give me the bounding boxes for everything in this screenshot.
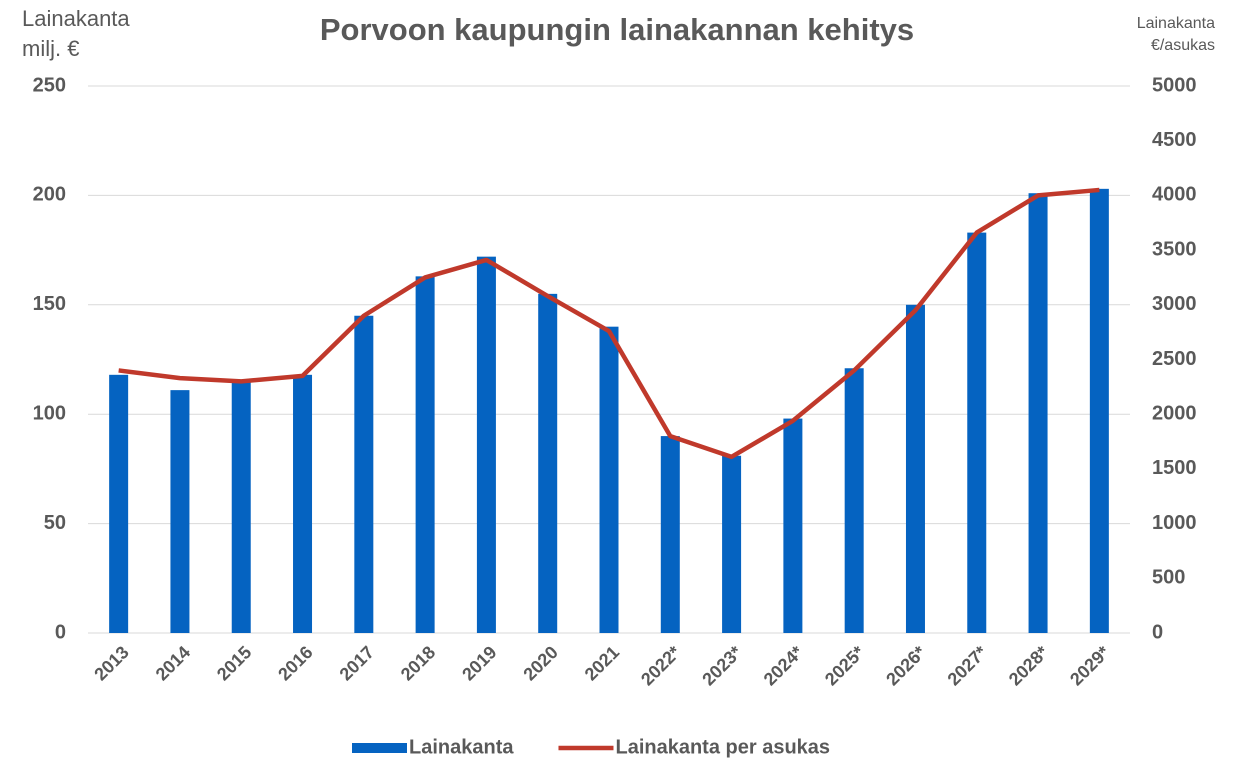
y2-tick-label: 2000 xyxy=(1152,402,1197,424)
x-tick-label: 2017 xyxy=(336,642,378,684)
y-axis-title: Lainakanta xyxy=(22,6,130,31)
bar xyxy=(599,326,619,633)
bar xyxy=(660,436,680,633)
y2-tick-label: 5000 xyxy=(1152,74,1197,96)
legend-label: Lainakanta per asukas xyxy=(615,736,830,758)
bar xyxy=(415,276,435,633)
y2-tick-label: 4000 xyxy=(1152,184,1197,206)
bar xyxy=(844,368,864,633)
x-tick-label: 2028* xyxy=(1005,642,1052,689)
x-tick-label: 2021 xyxy=(581,642,623,684)
legend-swatch xyxy=(352,743,407,753)
x-tick-label: 2015 xyxy=(213,642,255,684)
y2-tick-label: 500 xyxy=(1152,567,1185,589)
x-tick-label: 2026* xyxy=(882,642,929,689)
x-tick-label: 2029* xyxy=(1066,642,1113,689)
bar xyxy=(538,293,558,633)
bar xyxy=(109,374,129,633)
chart-title: Porvoon kaupungin lainakannan kehitys xyxy=(320,12,914,47)
y2-tick-label: 4500 xyxy=(1152,129,1197,151)
y2-tick-label: 3000 xyxy=(1152,293,1197,315)
bar xyxy=(1089,188,1109,633)
y-tick-label: 250 xyxy=(33,74,66,96)
x-tick-label: 2019 xyxy=(458,642,500,684)
x-tick-label: 2016 xyxy=(274,642,316,684)
bar xyxy=(1028,193,1048,633)
bar xyxy=(231,381,251,633)
bar xyxy=(354,315,374,633)
y2-tick-label: 0 xyxy=(1152,621,1163,643)
x-tick-label: 2018 xyxy=(397,642,439,684)
bar xyxy=(905,304,925,633)
bar xyxy=(293,374,313,633)
x-tick-label: 2013 xyxy=(90,642,132,684)
legend-label: Lainakanta xyxy=(409,736,514,758)
y-tick-label: 150 xyxy=(33,293,66,315)
x-tick-label: 2023* xyxy=(698,642,745,689)
x-tick-label: 2020 xyxy=(519,642,561,684)
y2-axis-title: Lainakanta xyxy=(1137,15,1215,32)
x-tick-label: 2027* xyxy=(944,642,991,689)
y-tick-label: 100 xyxy=(33,402,66,424)
y2-axis-title: €/asukas xyxy=(1151,37,1215,54)
y2-tick-label: 1500 xyxy=(1152,457,1197,479)
bar xyxy=(170,390,190,633)
x-tick-label: 2022* xyxy=(637,642,684,689)
x-tick-label: 2014 xyxy=(152,642,194,684)
bar xyxy=(967,232,987,633)
y-tick-label: 200 xyxy=(33,184,66,206)
bar xyxy=(783,418,803,633)
y2-tick-label: 2500 xyxy=(1152,348,1197,370)
x-tick-label: 2024* xyxy=(760,642,807,689)
y-tick-label: 0 xyxy=(55,621,66,643)
y-axis-title: milj. € xyxy=(22,36,79,61)
y2-tick-label: 3500 xyxy=(1152,238,1197,260)
bar xyxy=(476,256,496,633)
line xyxy=(118,187,1100,460)
y2-tick-label: 1000 xyxy=(1152,512,1197,534)
bar xyxy=(722,455,742,633)
x-tick-label: 2025* xyxy=(821,642,868,689)
y-tick-label: 50 xyxy=(44,512,66,534)
